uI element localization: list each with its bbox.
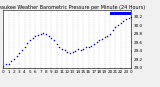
Point (122, 20, 124, 22)
Point (119, 23, 122, 24)
Point (87, 46, 90, 47)
Point (71, 51, 74, 52)
Point (15, 55, 18, 57)
Point (66, 51, 68, 52)
Point (82, 48, 84, 49)
Point (101, 38, 103, 40)
Point (90, 45, 92, 46)
Point (79, 49, 82, 51)
Title: Milwaukee Weather Barometric Pressure per Minute (24 Hours): Milwaukee Weather Barometric Pressure pe… (0, 5, 145, 10)
Point (47, 35, 50, 37)
Point (55, 44, 58, 45)
Point (85, 47, 87, 48)
Point (34, 35, 36, 37)
Point (98, 39, 100, 41)
Point (117, 25, 119, 26)
Point (29, 39, 31, 41)
Point (50, 37, 52, 39)
Point (23, 46, 26, 47)
Point (63, 49, 66, 51)
Point (10, 61, 12, 62)
Point (125, 18, 127, 20)
Point (69, 52, 71, 54)
Bar (110, 12, 131, 15)
Point (77, 48, 79, 49)
Point (2, 65, 4, 66)
Point (21, 49, 23, 51)
Point (31, 37, 34, 39)
Point (42, 32, 44, 34)
Point (26, 42, 28, 44)
Point (61, 48, 63, 49)
Point (93, 44, 95, 45)
Point (45, 33, 47, 35)
Point (37, 34, 39, 35)
Point (13, 59, 15, 60)
Point (39, 33, 42, 35)
Point (5, 64, 7, 65)
Point (106, 35, 108, 37)
Point (127, 17, 130, 18)
Point (58, 46, 60, 47)
Point (53, 39, 55, 41)
Point (114, 27, 116, 28)
Point (103, 37, 106, 38)
Point (109, 33, 111, 35)
Point (74, 50, 76, 52)
Point (95, 42, 98, 43)
Point (111, 29, 114, 30)
Point (130, 16, 132, 17)
Point (7, 63, 10, 64)
Point (18, 52, 20, 54)
